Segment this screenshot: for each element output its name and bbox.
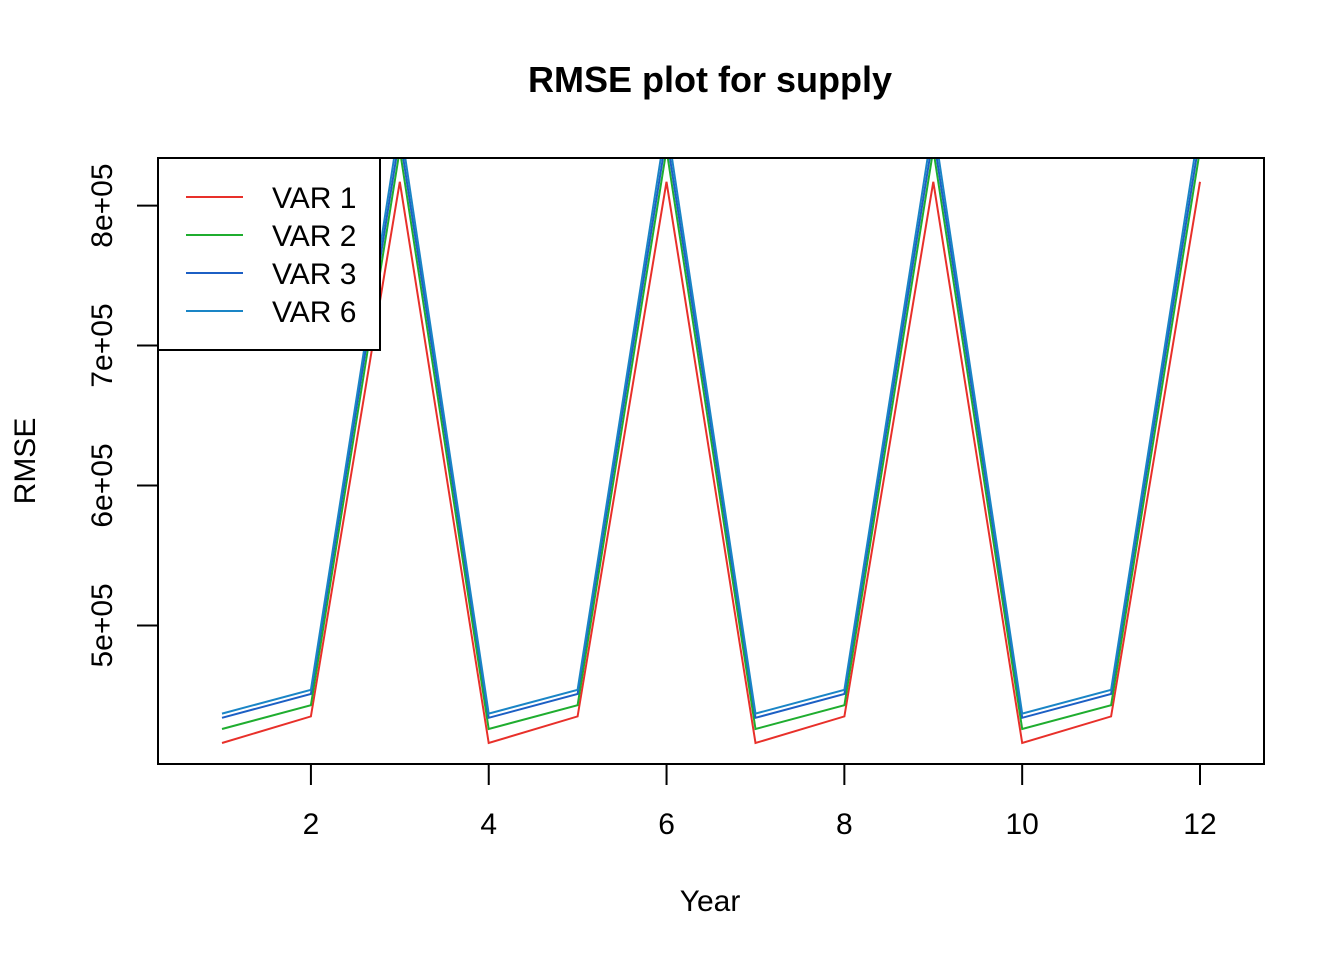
y-axis-label: RMSE: [9, 418, 42, 505]
legend-label: VAR 3: [272, 258, 356, 291]
legend-item: VAR 6: [186, 296, 356, 329]
y-tick-label: 6e+05: [86, 443, 119, 527]
legend-label: VAR 1: [272, 182, 356, 215]
series-line-var-6: [221, 158, 1196, 715]
chart-title: RMSE plot for supply: [528, 59, 892, 100]
y-tick-label: 8e+05: [86, 163, 119, 247]
x-axis: 2 4 6 8 10 12: [303, 763, 1217, 841]
x-tick-label: 10: [1005, 808, 1038, 841]
y-axis: 5e+05 6e+05 7e+05 8e+05: [86, 163, 159, 668]
legend-label: VAR 2: [272, 220, 356, 253]
y-tick-label: 7e+05: [86, 303, 119, 387]
x-tick-label: 2: [303, 808, 320, 841]
series-line-var-3: [221, 158, 1198, 720]
x-tick-label: 6: [658, 808, 675, 841]
x-tick-label: 8: [836, 808, 853, 841]
legend-item: VAR 1: [186, 182, 356, 215]
legend-item: VAR 2: [186, 220, 356, 253]
x-tick-label: 4: [480, 808, 497, 841]
x-axis-label: Year: [680, 885, 741, 918]
legend: VAR 1 VAR 2 VAR 3 VAR 6: [157, 157, 381, 351]
legend-box: [157, 157, 381, 351]
legend-label: VAR 6: [272, 296, 356, 329]
series-line-var-2: [221, 158, 1200, 731]
legend-item: VAR 3: [186, 258, 356, 291]
x-tick-label: 12: [1183, 808, 1216, 841]
y-tick-label: 5e+05: [86, 583, 119, 667]
series-layer: [221, 158, 1201, 745]
series-line-var-1: [221, 181, 1201, 745]
